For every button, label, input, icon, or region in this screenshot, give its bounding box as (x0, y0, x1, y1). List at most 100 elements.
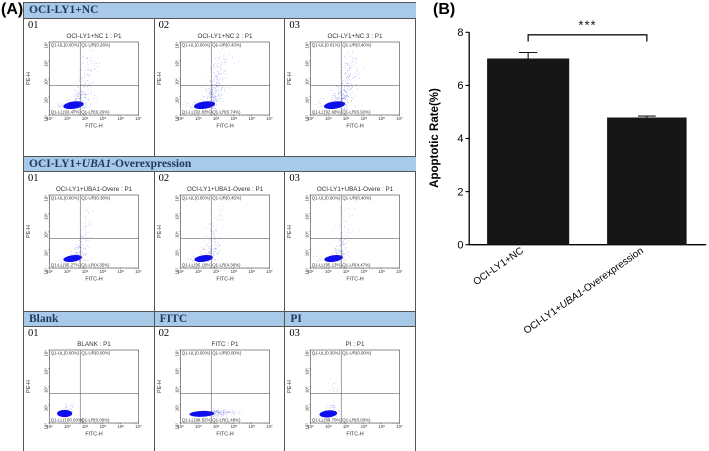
svg-text:Q1-LL(92.83%): Q1-LL(92.83%) (181, 109, 212, 114)
svg-text:FITC-H: FITC-H (347, 432, 365, 438)
svg-text:Q1-LL(99.70%): Q1-LL(99.70%) (312, 418, 343, 423)
svg-text:Q1-LR(1.48%): Q1-LR(1.48%) (212, 418, 241, 423)
svg-text:104: 104 (174, 231, 179, 238)
svg-text:OCI-LY1+UBA1-Overexpression: OCI-LY1+UBA1-Overexpression (522, 245, 646, 336)
svg-text:FITC-H: FITC-H (85, 123, 103, 129)
svg-text:PE-H: PE-H (157, 71, 163, 84)
svg-text:107: 107 (397, 115, 404, 120)
svg-text:104: 104 (174, 386, 179, 393)
svg-text:107: 107 (266, 424, 273, 429)
svg-text:106: 106 (117, 115, 124, 120)
svg-text:104: 104 (343, 269, 350, 274)
svg-text:Q1-UR(0.00%): Q1-UR(0.00%) (212, 351, 242, 356)
svg-text:105: 105 (305, 368, 310, 375)
svg-text:102: 102 (308, 269, 315, 274)
svg-text:OCI-LY1+UBA1-Overe : P1: OCI-LY1+UBA1-Overe : P1 (56, 186, 133, 193)
svg-text:Q1-UL(0.00%): Q1-UL(0.00%) (181, 351, 210, 356)
svg-text:PE-H: PE-H (26, 71, 32, 84)
svg-text:106: 106 (305, 350, 310, 357)
svg-text:107: 107 (266, 269, 273, 274)
svg-text:Q1-UR(0.38%): Q1-UR(0.38%) (81, 195, 111, 200)
svg-text:102: 102 (46, 269, 53, 274)
svg-text:106: 106 (248, 115, 255, 120)
svg-text:OCI-LY1+NC 2 : P1: OCI-LY1+NC 2 : P1 (197, 33, 253, 40)
svg-text:107: 107 (397, 269, 404, 274)
svg-text:107: 107 (135, 424, 142, 429)
svg-text:Q1-LL(95.13%): Q1-LL(95.13%) (312, 263, 343, 268)
svg-text:PE-H: PE-H (287, 380, 293, 393)
svg-text:BLANK : P1: BLANK : P1 (77, 341, 111, 348)
svg-text:6: 6 (457, 80, 463, 92)
svg-text:107: 107 (397, 424, 404, 429)
svg-text:106: 106 (43, 41, 48, 48)
svg-text:107: 107 (266, 115, 273, 120)
svg-text:Q1-UL(0.00%): Q1-UL(0.00%) (51, 42, 80, 47)
svg-text:FITC-H: FITC-H (347, 123, 365, 129)
svg-text:104: 104 (343, 424, 350, 429)
svg-text:103: 103 (174, 96, 179, 103)
svg-text:Q1-UL(0.30%): Q1-UL(0.30%) (312, 351, 341, 356)
svg-text:Q1-UR(0.00%): Q1-UR(0.00%) (343, 351, 373, 356)
svg-text:Q1-LL(95.27%): Q1-LL(95.27%) (51, 263, 82, 268)
svg-text:FITC : P1: FITC : P1 (211, 341, 238, 348)
svg-text:Apoptotic Rate(%): Apoptotic Rate(%) (429, 88, 441, 188)
svg-text:107: 107 (135, 269, 142, 274)
svg-text:104: 104 (213, 424, 220, 429)
svg-text:PE-H: PE-H (157, 380, 163, 393)
svg-text:106: 106 (305, 41, 310, 48)
svg-text:105: 105 (43, 59, 48, 66)
svg-text:104: 104 (82, 424, 89, 429)
svg-text:106: 106 (174, 350, 179, 357)
svg-text:106: 106 (174, 41, 179, 48)
svg-text:Q1-LR(4.47%): Q1-LR(4.47%) (343, 263, 372, 268)
svg-text:104: 104 (305, 386, 310, 393)
svg-text:103: 103 (43, 250, 48, 257)
svg-text:104: 104 (213, 115, 220, 120)
svg-text:105: 105 (174, 59, 179, 66)
svg-text:106: 106 (117, 424, 124, 429)
svg-text:106: 106 (43, 195, 48, 202)
svg-text:103: 103 (174, 250, 179, 257)
svg-text:104: 104 (43, 231, 48, 238)
svg-text:Q1-LR(6.26%): Q1-LR(6.26%) (81, 109, 110, 114)
svg-text:106: 106 (174, 195, 179, 202)
svg-text:104: 104 (43, 78, 48, 85)
svg-text:OCI-LY1+UBA1-Overe : P1: OCI-LY1+UBA1-Overe : P1 (317, 186, 394, 193)
svg-text:Q1-LL(93.47%): Q1-LL(93.47%) (51, 109, 82, 114)
svg-text:105: 105 (361, 115, 368, 120)
svg-text:PI : P1: PI : P1 (346, 341, 365, 348)
svg-text:Q1-LL(100.00%): Q1-LL(100.00%) (51, 418, 84, 423)
svg-text:Q1-UR(0.00%): Q1-UR(0.00%) (81, 351, 111, 356)
svg-text:104: 104 (305, 78, 310, 85)
svg-text:106: 106 (248, 269, 255, 274)
svg-text:103: 103 (325, 115, 332, 120)
svg-text:102: 102 (308, 424, 315, 429)
svg-text:Q1-LL(98.52%): Q1-LL(98.52%) (181, 418, 212, 423)
svg-text:PE-H: PE-H (26, 380, 32, 393)
svg-text:Q1-LR(0.00%): Q1-LR(0.00%) (343, 418, 372, 423)
svg-text:Q1-UR(0.28%): Q1-UR(0.28%) (81, 42, 111, 47)
svg-text:Q1-UR(0.45%): Q1-UR(0.45%) (212, 195, 242, 200)
svg-text:OCI-LY1+NC 1 : P1: OCI-LY1+NC 1 : P1 (66, 33, 122, 40)
svg-text:Q1-UR(0.40%): Q1-UR(0.40%) (343, 42, 373, 47)
svg-text:Q1-UL(0.00%): Q1-UL(0.00%) (312, 195, 341, 200)
svg-text:FITC-H: FITC-H (347, 277, 365, 283)
svg-text:2: 2 (457, 186, 463, 198)
svg-text:PE-H: PE-H (287, 225, 293, 238)
svg-text:PE-H: PE-H (26, 225, 32, 238)
svg-text:105: 105 (174, 213, 179, 220)
svg-text:104: 104 (343, 115, 350, 120)
svg-text:OCI-LY1+NC 3 : P1: OCI-LY1+NC 3 : P1 (328, 33, 384, 40)
svg-text:104: 104 (82, 115, 89, 120)
svg-text:OCI-LY1+UBA1-Overe : P1: OCI-LY1+UBA1-Overe : P1 (186, 186, 263, 193)
svg-text:102: 102 (46, 424, 53, 429)
svg-text:FITC-H: FITC-H (216, 432, 234, 438)
svg-text:104: 104 (213, 269, 220, 274)
svg-text:103: 103 (195, 269, 202, 274)
svg-text:104: 104 (174, 78, 179, 85)
svg-text:103: 103 (64, 269, 71, 274)
svg-text:106: 106 (379, 115, 386, 120)
svg-text:105: 105 (230, 115, 237, 120)
svg-text:FITC-H: FITC-H (216, 277, 234, 283)
svg-text:105: 105 (174, 368, 179, 375)
